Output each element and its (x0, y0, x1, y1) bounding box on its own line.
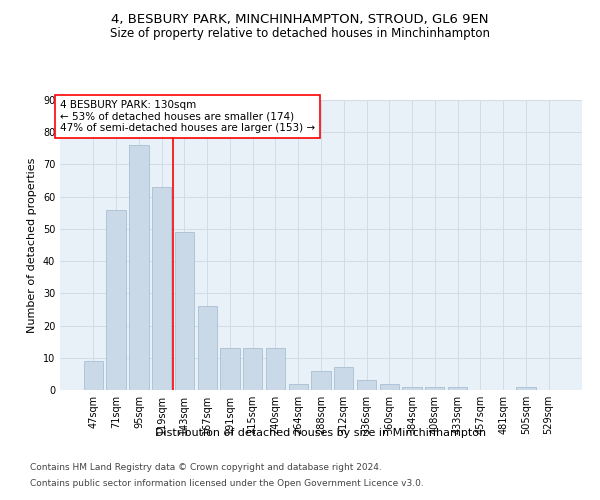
Bar (403, 387, 422, 390)
Y-axis label: Number of detached properties: Number of detached properties (27, 158, 37, 332)
Bar (289, 384, 308, 390)
Bar (129, 145, 149, 390)
Bar (334, 368, 353, 390)
Text: Distribution of detached houses by size in Minchinhampton: Distribution of detached houses by size … (155, 428, 487, 438)
Text: Size of property relative to detached houses in Minchinhampton: Size of property relative to detached ho… (110, 28, 490, 40)
Bar (220, 348, 239, 390)
Bar (197, 306, 217, 390)
Bar (243, 348, 262, 390)
Bar (106, 210, 126, 390)
Text: 4, BESBURY PARK, MINCHINHAMPTON, STROUD, GL6 9EN: 4, BESBURY PARK, MINCHINHAMPTON, STROUD,… (111, 12, 489, 26)
Bar (84, 361, 103, 390)
Bar (448, 387, 467, 390)
Bar (357, 380, 376, 390)
Bar (175, 232, 194, 390)
Bar (380, 384, 399, 390)
Text: Contains HM Land Registry data © Crown copyright and database right 2024.: Contains HM Land Registry data © Crown c… (30, 464, 382, 472)
Bar (266, 348, 285, 390)
Bar (152, 187, 172, 390)
Text: Contains public sector information licensed under the Open Government Licence v3: Contains public sector information licen… (30, 478, 424, 488)
Bar (425, 387, 445, 390)
Text: 4 BESBURY PARK: 130sqm
← 53% of detached houses are smaller (174)
47% of semi-de: 4 BESBURY PARK: 130sqm ← 53% of detached… (60, 100, 315, 133)
Bar (516, 387, 536, 390)
Bar (311, 370, 331, 390)
